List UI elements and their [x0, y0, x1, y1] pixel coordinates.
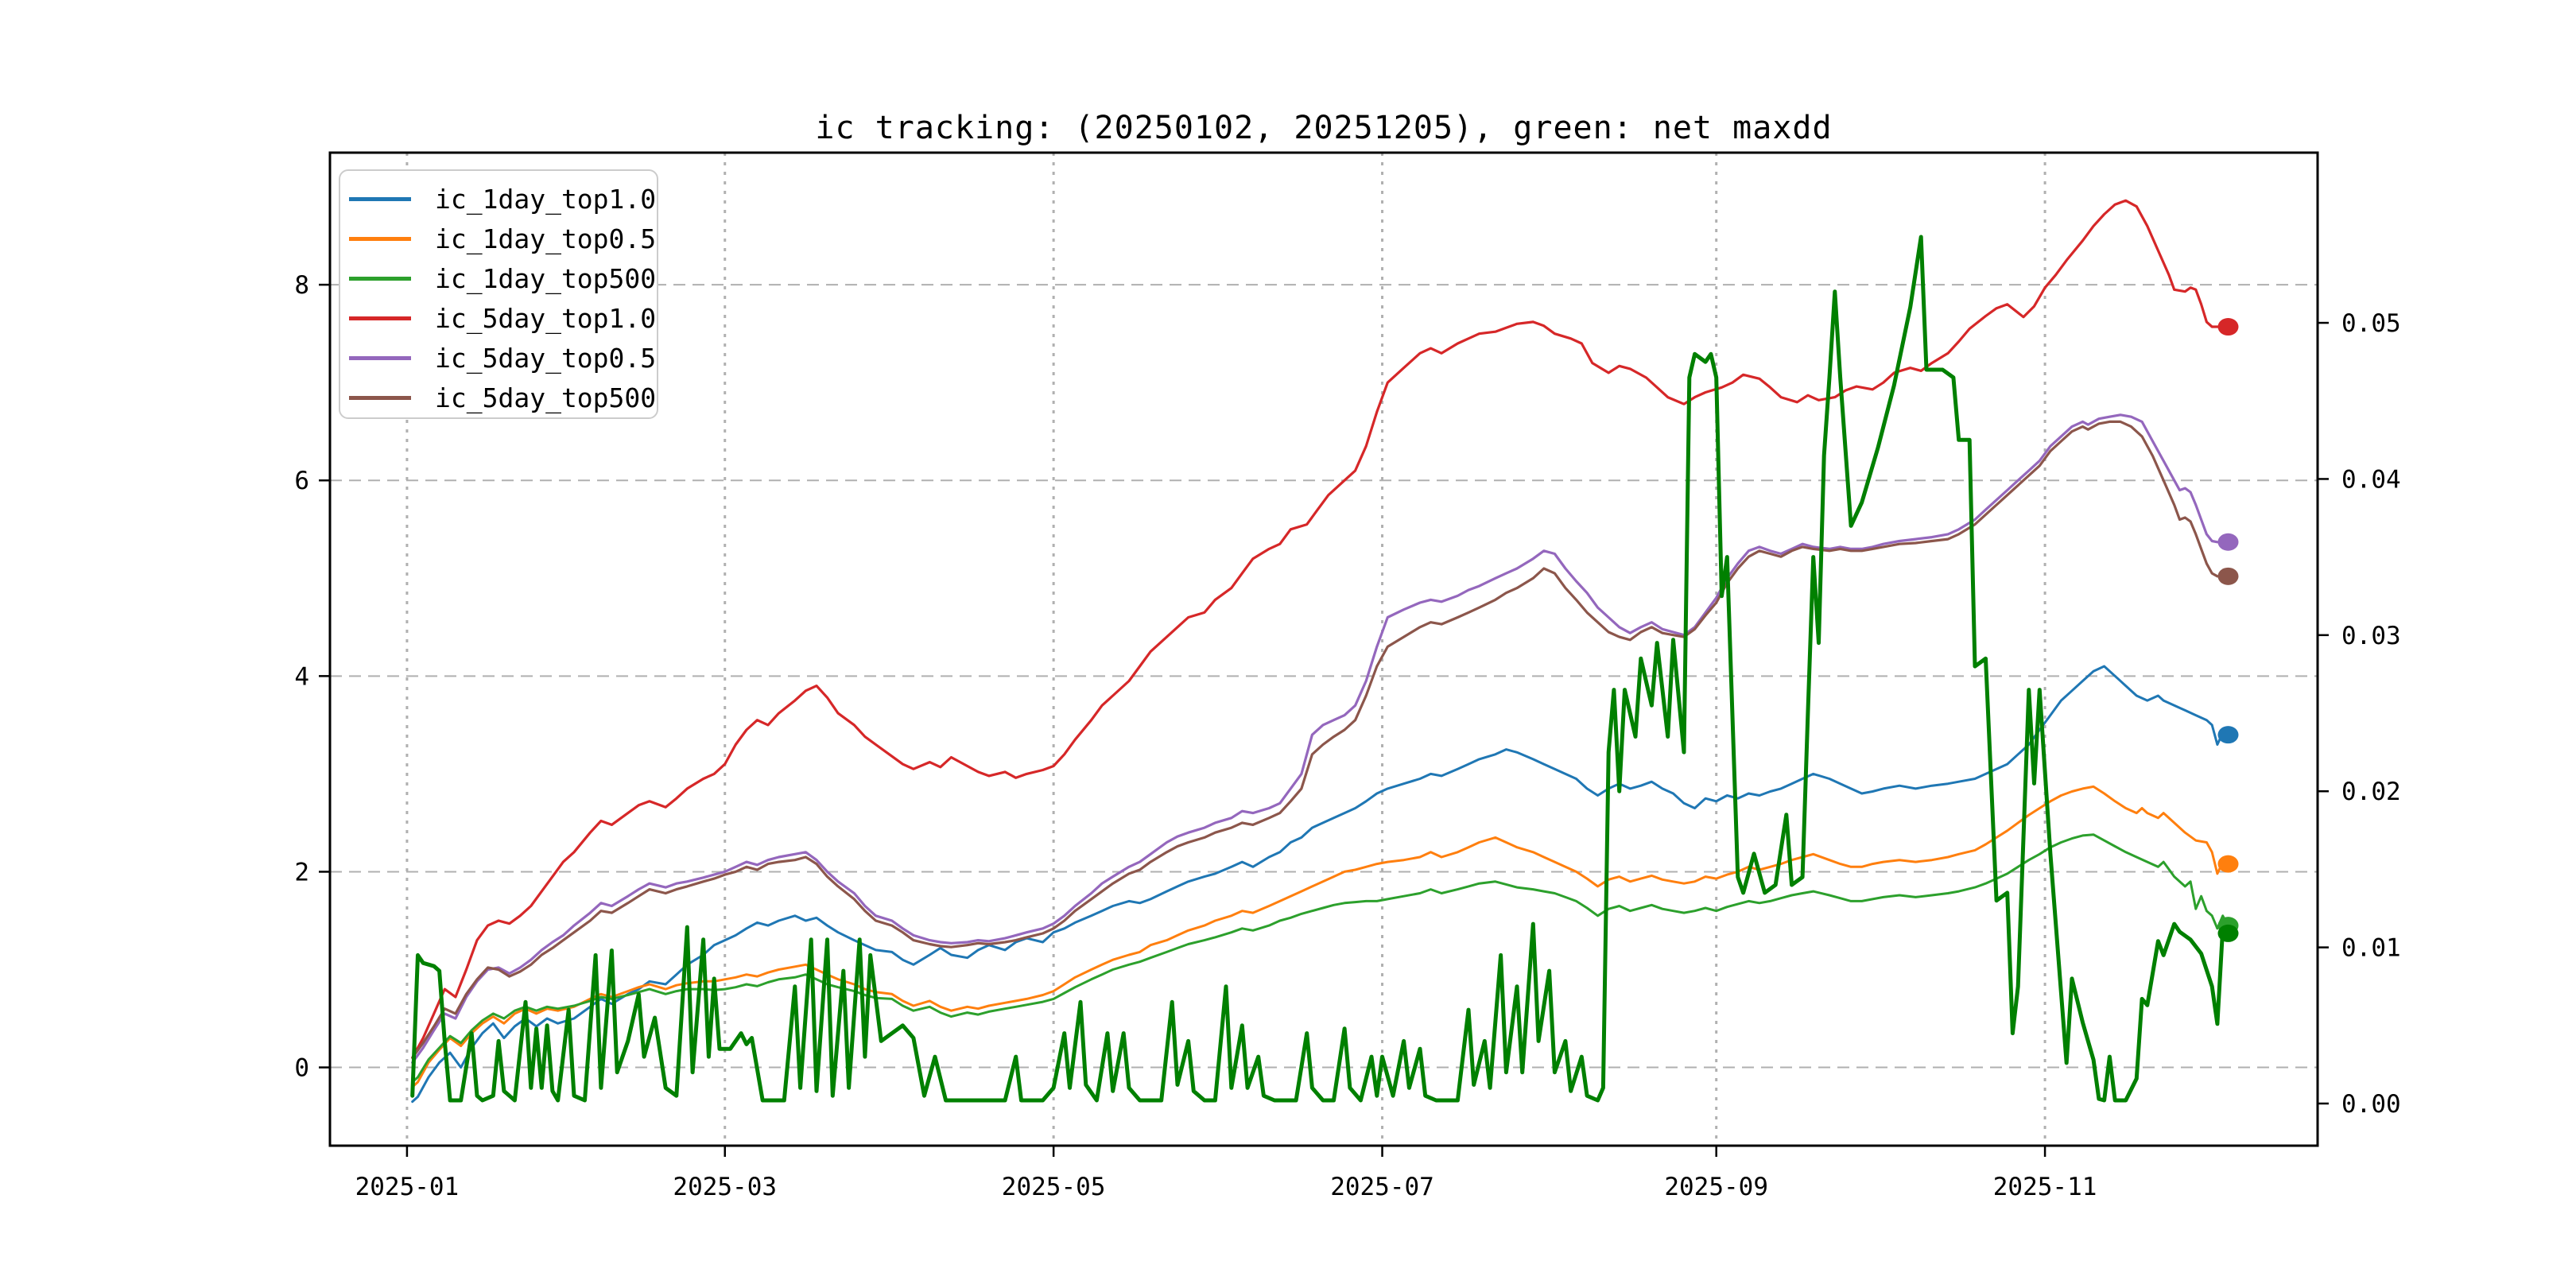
legend: ic_1day_top1.0 ic_1day_top0.5 ic_1day_top5… [339, 169, 658, 419]
y-left-tick-label: 0 [294, 1054, 309, 1083]
legend-line-swatch [349, 236, 411, 241]
legend-item-ic_5day_top500: ic_5day_top500 [340, 378, 657, 417]
y-right-tick-label: 0.02 [2341, 778, 2401, 806]
legend-item-ic_5day_top0.5: ic_5day_top0.5 [340, 338, 657, 378]
series-end-dot-ic_5day_top500 [2217, 567, 2239, 585]
legend-line-swatch [349, 355, 411, 360]
series-line-ic_1day_top1.0 [411, 665, 2229, 1104]
legend-item-ic_1day_top1.0: ic_1day_top1.0 [340, 179, 657, 219]
legend-line-swatch [349, 395, 411, 400]
legend-label: ic_5day_top500 [435, 382, 657, 413]
legend-label: ic_1day_top1.0 [435, 183, 657, 215]
series-end-dot-ic_5day_top0.5 [2217, 533, 2239, 551]
legend-item-ic_1day_top0.5: ic_1day_top0.5 [340, 219, 657, 258]
series-end-dot-ic_1day_top1.0 [2217, 726, 2239, 744]
legend-line-swatch [349, 276, 411, 281]
series-line-ic_5day_top500 [411, 420, 2230, 1059]
y-right-tick-label: 0.05 [2341, 309, 2401, 338]
y-left-tick-label: 4 [294, 662, 309, 691]
plot-border [328, 151, 2319, 1147]
legend-label: ic_5day_top0.5 [435, 342, 657, 374]
y-right-tick-label: 0.03 [2341, 622, 2401, 650]
legend-label: ic_5day_top1.0 [435, 302, 657, 334]
legend-item-ic_5day_top1.0: ic_5day_top1.0 [340, 298, 657, 338]
chart-title: ic tracking: (20250102, 20251205), green… [815, 110, 1833, 146]
series-line-net_maxdd [410, 235, 2230, 1103]
y-right-tick-label: 0.01 [2341, 934, 2401, 963]
legend-line-swatch [349, 196, 411, 201]
series-line-ic_1day_top0.5 [411, 785, 2229, 1088]
series-line-ic_5day_top0.5 [411, 413, 2230, 1065]
series-line-ic_1day_top500 [411, 833, 2229, 1084]
x-tick-label: 2025-05 [1002, 1173, 1106, 1201]
y-right-tick-label: 0.04 [2341, 465, 2401, 494]
series-end-dot-ic_5day_top1.0 [2217, 318, 2239, 336]
legend-label: ic_1day_top0.5 [435, 223, 657, 254]
legend-item-ic_1day_top500: ic_1day_top500 [340, 258, 657, 298]
series-end-dot-net_maxdd [2217, 924, 2239, 942]
series-line-ic_5day_top1.0 [411, 199, 2230, 1059]
y-left-tick-label: 8 [294, 271, 309, 300]
legend-line-swatch [349, 316, 411, 320]
x-tick-label: 2025-11 [1993, 1173, 2097, 1201]
y-left-tick-label: 6 [294, 467, 309, 495]
series-end-dot-ic_1day_top0.5 [2217, 855, 2239, 873]
y-left-tick-label: 2 [294, 858, 309, 886]
x-tick-label: 2025-07 [1330, 1173, 1434, 1201]
x-tick-label: 2025-03 [673, 1173, 777, 1201]
y-right-tick-label: 0.00 [2341, 1090, 2401, 1119]
x-tick-label: 2025-09 [1664, 1173, 1768, 1201]
legend-label: ic_1day_top500 [435, 262, 657, 294]
x-tick-label: 2025-01 [355, 1173, 460, 1201]
